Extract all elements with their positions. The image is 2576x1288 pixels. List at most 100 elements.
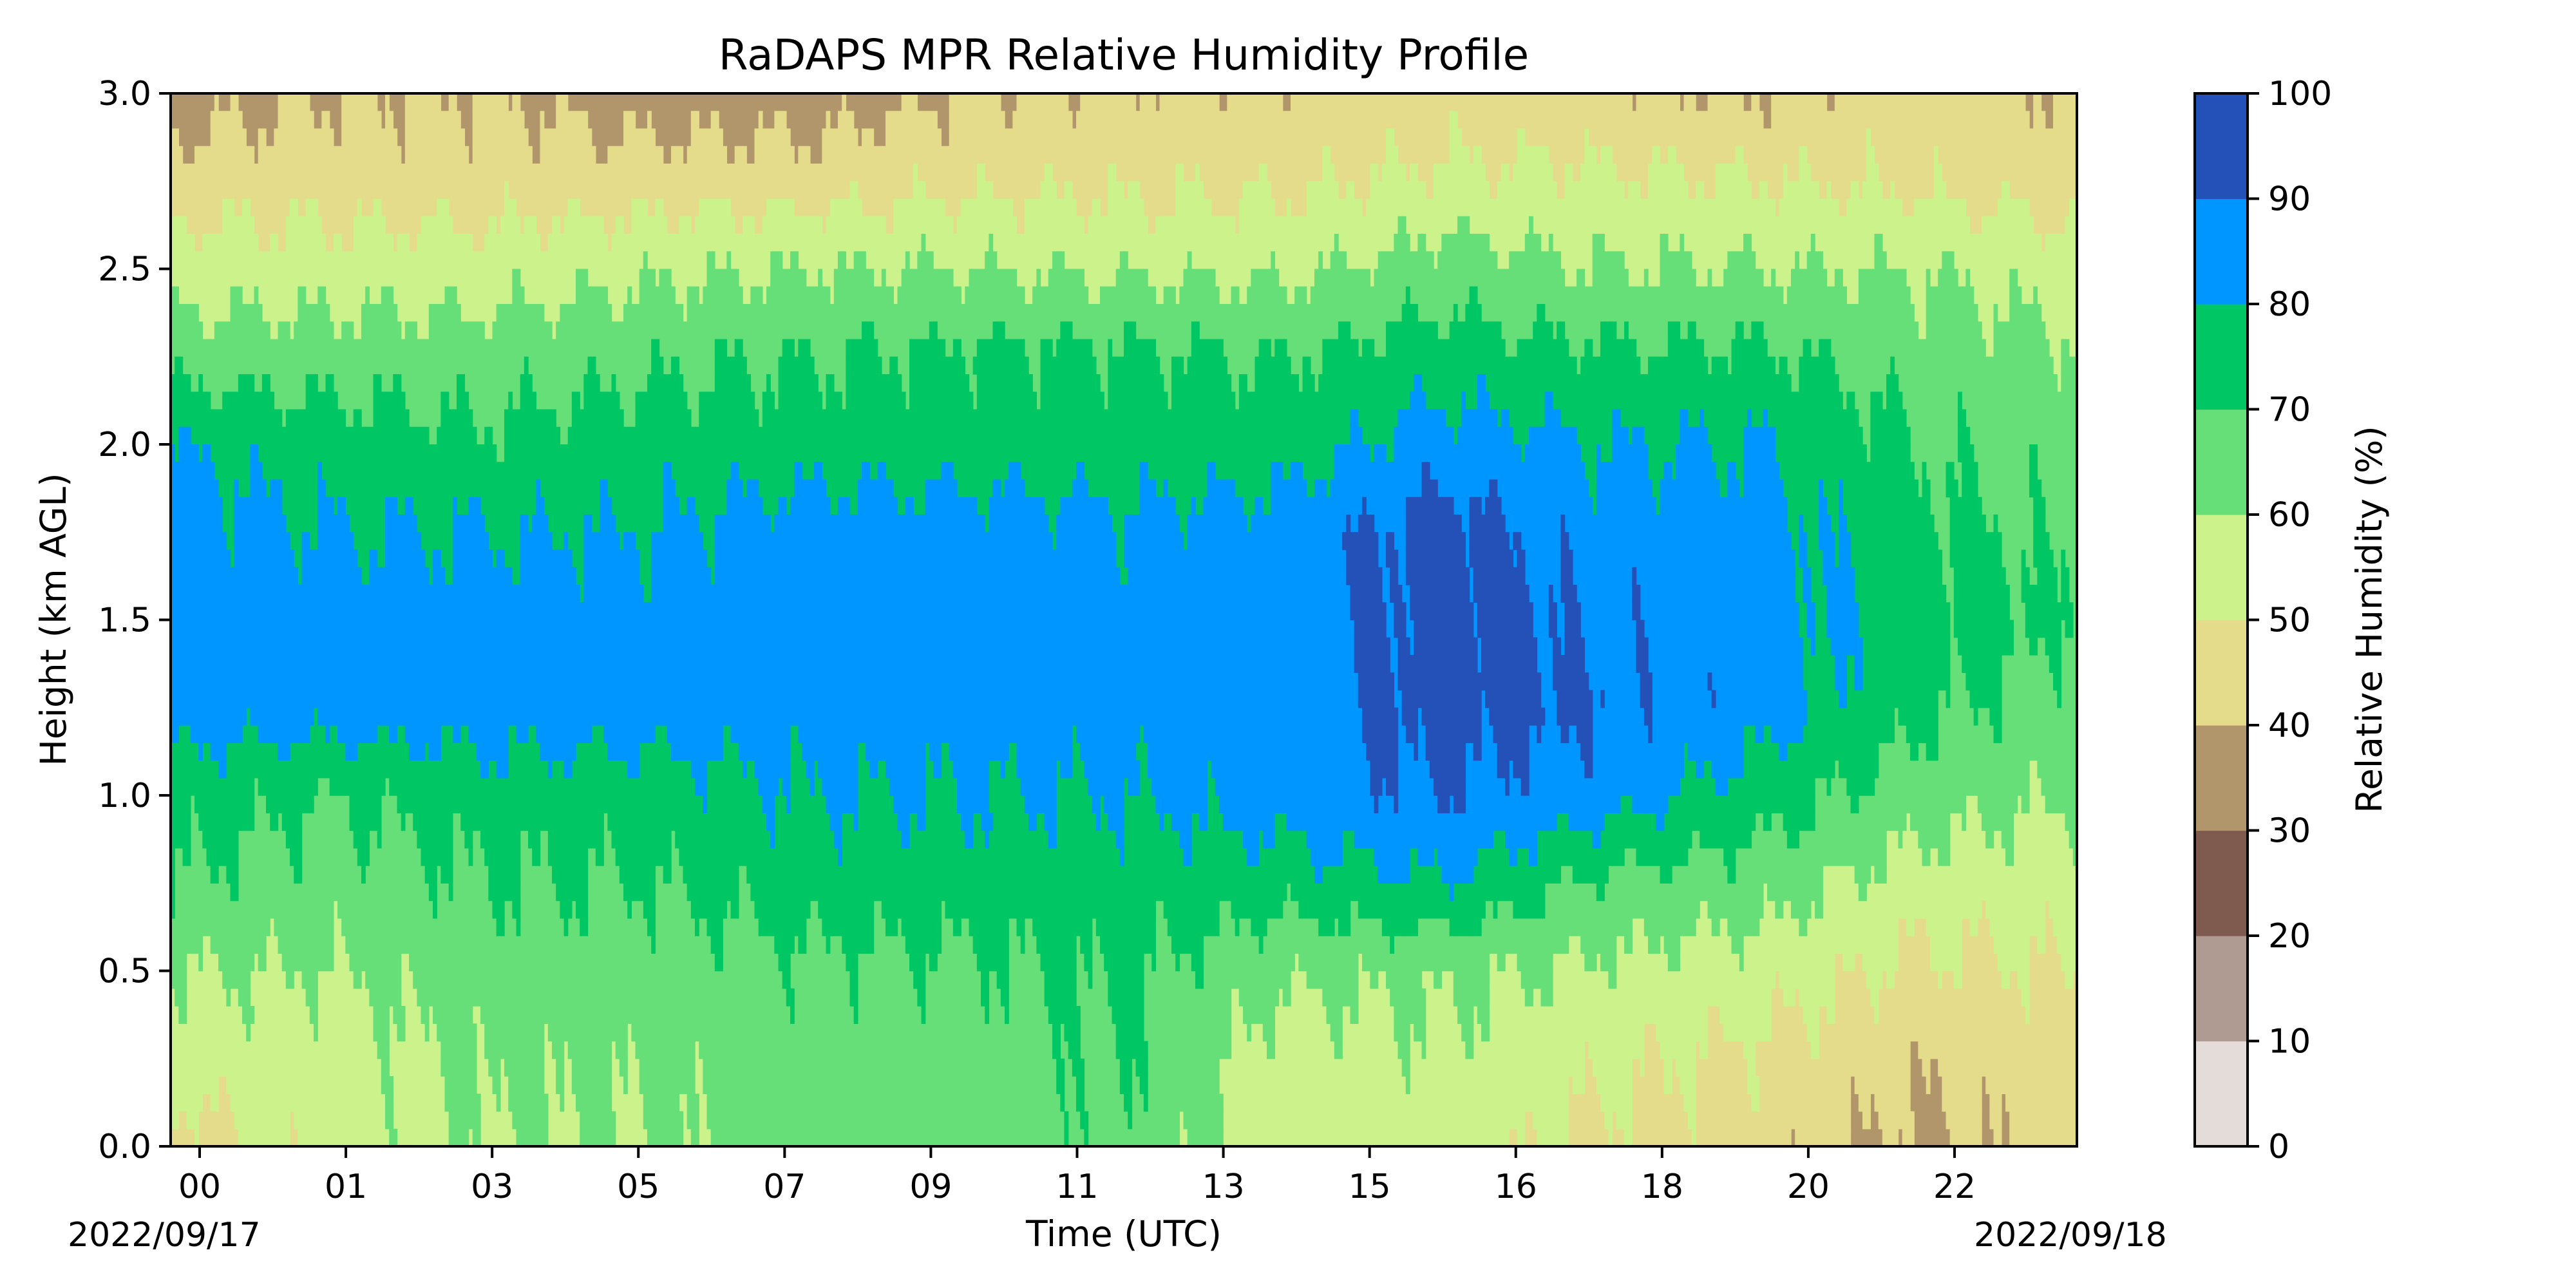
rh-cell [675, 93, 680, 111]
rh-cell [1842, 1058, 1848, 1077]
rh-cell [1870, 1128, 1875, 1146]
rh-cell [516, 146, 521, 164]
rh-cell [595, 111, 600, 129]
rh-cell [1643, 146, 1649, 164]
rh-cell [1878, 1094, 1883, 1112]
rh-cell [1866, 1058, 1871, 1077]
rh-cell [234, 1076, 239, 1094]
rh-cell [480, 1058, 485, 1077]
rh-cell [274, 971, 279, 989]
rh-cell [254, 1006, 259, 1024]
rh-cell [1052, 128, 1057, 147]
rh-cell [198, 198, 204, 217]
rh-cell [619, 164, 624, 182]
rh-cell [1227, 111, 1232, 129]
rh-cell [695, 146, 699, 164]
rh-cell [1108, 111, 1113, 129]
rh-cell [508, 1128, 513, 1146]
rh-cell [1799, 1076, 1804, 1094]
rh-cell [261, 111, 267, 129]
rh-cell [580, 198, 585, 217]
rh-cell [301, 251, 307, 270]
rh-cell [492, 269, 497, 287]
rh-cell [1302, 111, 1307, 129]
rh-cell [663, 164, 668, 182]
rh-cell [2037, 971, 2042, 989]
rh-cell [1342, 93, 1347, 111]
rh-cell [913, 111, 918, 129]
rh-cell [385, 181, 390, 200]
rh-cell [1929, 988, 1935, 1007]
rh-cell [1929, 181, 1935, 200]
rh-cell [2069, 181, 2074, 200]
rh-cell [1918, 936, 1923, 954]
rh-cell [571, 128, 576, 147]
rh-cell [2061, 988, 2066, 1007]
rh-cell [532, 269, 537, 287]
rh-cell [301, 93, 307, 111]
rh-cell [1238, 164, 1244, 182]
rh-cell [472, 146, 477, 164]
rh-cell [254, 198, 259, 217]
rh-cell [1898, 1041, 1903, 1059]
rh-cell [881, 198, 886, 217]
rh-cell [1723, 1094, 1728, 1112]
rh-cell [1997, 1128, 2002, 1146]
rh-cell [1914, 953, 1919, 972]
rh-cell [1016, 111, 1021, 129]
rh-cell [1544, 111, 1549, 129]
rh-cell [242, 251, 247, 270]
rh-cell [1866, 1041, 1871, 1059]
rh-cell [452, 164, 457, 182]
rh-cell [258, 1058, 263, 1077]
rh-cell [1572, 1128, 1577, 1146]
rh-cell [1032, 93, 1037, 111]
rh-cell [417, 234, 422, 252]
rh-cell [1886, 93, 1891, 111]
rh-cell [1763, 1111, 1768, 1130]
rh-cell [202, 251, 207, 270]
rh-cell [683, 181, 688, 200]
rh-cell [1747, 164, 1752, 182]
rh-cell [433, 234, 437, 252]
rh-cell [909, 128, 914, 147]
rh-cell [564, 181, 569, 200]
rh-cell [385, 251, 390, 270]
rh-cell [1839, 1006, 1843, 1024]
rh-cell [1799, 93, 1804, 111]
rh-cell [1902, 164, 1907, 182]
rh-cell [1799, 1128, 1804, 1146]
rh-cell [2045, 918, 2050, 936]
rh-cell [1711, 93, 1716, 111]
rh-cell [1882, 971, 1887, 989]
rh-cell [1882, 146, 1887, 164]
rh-cell [437, 269, 442, 287]
rh-cell [1696, 128, 1700, 147]
rh-cell [1620, 164, 1625, 182]
rh-cell [826, 111, 831, 129]
rh-cell [1350, 128, 1355, 147]
rh-cell [278, 251, 283, 270]
rh-cell [2041, 234, 2046, 252]
rh-cell [726, 181, 732, 200]
rh-cell [921, 164, 926, 182]
rh-cell [1211, 146, 1216, 164]
rh-cell [317, 234, 323, 252]
rh-cell [1493, 146, 1498, 164]
rh-cell [254, 1023, 259, 1042]
rh-cell [238, 1128, 243, 1146]
rh-cell [457, 286, 461, 305]
rh-cell [2045, 198, 2050, 217]
rh-cell [1882, 1076, 1887, 1094]
rh-cell [1243, 128, 1247, 147]
rh-cell [484, 1094, 489, 1112]
rh-cell [1255, 164, 1260, 182]
rh-cell [325, 111, 330, 129]
rh-cell [842, 181, 847, 200]
rh-cell [437, 1076, 442, 1094]
rh-cell [210, 93, 215, 111]
rh-cell [1973, 164, 1978, 182]
rh-cell [440, 146, 446, 164]
rh-cell [413, 1023, 418, 1042]
rh-cell [496, 234, 501, 252]
